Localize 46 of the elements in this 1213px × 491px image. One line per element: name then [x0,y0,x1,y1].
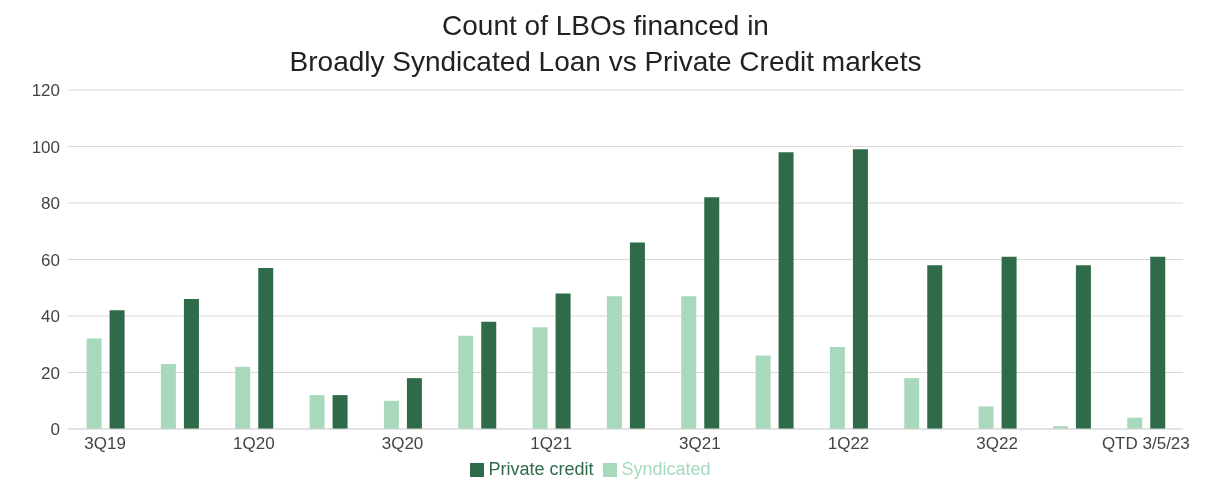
bar [383,400,399,429]
bar [1150,256,1166,429]
bar [86,338,102,429]
bar [160,364,176,429]
bar [755,355,771,429]
bar [481,321,497,429]
y-tick-label: 40 [41,307,60,327]
bar [183,299,199,429]
bar [904,378,920,429]
x-tick-label: 3Q19 [84,434,126,454]
bar [704,197,720,429]
x-tick-label: 1Q20 [233,434,275,454]
x-tick-label: 1Q22 [827,434,870,454]
legend-label: Syndicated [621,459,711,479]
y-tick-label: 100 [31,137,60,157]
bar [606,296,622,429]
bar [406,378,422,429]
bar [927,265,943,429]
x-tick-label: 1Q21 [530,434,572,454]
y-tick-label: 0 [50,420,60,440]
x-tick-label: 3Q20 [381,434,424,454]
bar [778,152,794,429]
bar [829,347,845,429]
y-tick-label: 20 [41,363,60,383]
legend-label: Private credit [488,459,594,479]
x-tick-label: 3Q22 [976,434,1018,454]
bar [978,406,994,429]
bar [258,267,274,429]
bar [332,395,348,429]
bar [852,149,868,429]
bar [555,293,571,429]
bar [109,310,125,429]
y-tick-label: 60 [41,250,60,270]
bar [309,395,325,429]
bar [681,296,697,429]
x-tick-label: 3Q21 [679,434,721,454]
bar [1075,265,1091,429]
y-tick-label: 80 [41,194,60,214]
bar [1001,256,1017,429]
x-tick-label: QTD 3/5/23 [1101,434,1190,454]
bar [532,327,548,429]
bar [458,335,474,429]
y-tick-label: 120 [31,81,60,101]
bar [235,366,251,429]
chart-title: Count of LBOs financed in Broadly Syndicated Loan vs Private Credit markets [288,9,923,79]
bar [629,242,645,429]
